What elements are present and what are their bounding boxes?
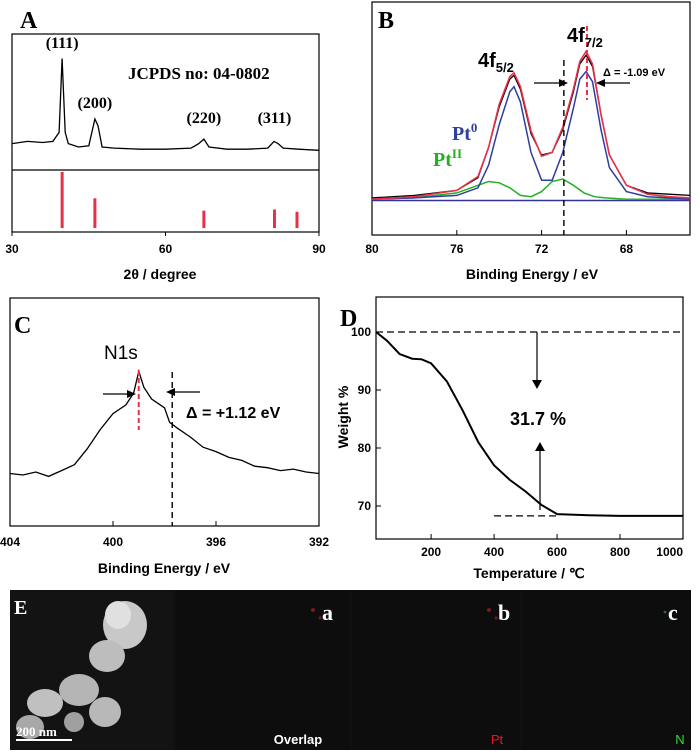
x-tick-label: 400	[103, 535, 123, 549]
subpanel-a-letter: a	[322, 600, 333, 625]
subpanel-b-letter: b	[498, 600, 510, 625]
panel-e: E 200 nm a b c Overlap Pt N	[10, 590, 691, 750]
y-tick-label: 100	[351, 325, 371, 339]
reference-sticks	[60, 172, 299, 228]
panel-a-xlabel: 2θ / degree	[124, 266, 197, 282]
jcpds-annotation: JCPDS no: 04-0802	[128, 64, 270, 83]
x-axis-ticks: 404 400 396 392	[0, 521, 329, 549]
panel-d: D 31.7 % 200 400 600 800 1000 70 80 90 100 Temp…	[335, 296, 684, 581]
tga-curve-line	[375, 331, 683, 517]
peak-label-4f52: 4f5/2	[478, 50, 514, 75]
shift-arrows	[103, 388, 200, 398]
panel-b-label: B	[378, 8, 394, 34]
x-tick-label: 68	[620, 242, 634, 256]
panel-c: C N1s Δ = +1.12 eV 404 400 396 392 Binding …	[0, 297, 329, 576]
peak-label: (200)	[78, 95, 113, 112]
panel-a-label: A	[20, 8, 38, 34]
y-tick-label: 70	[358, 499, 372, 513]
shift-label: Δ = +1.12 eV	[186, 405, 281, 422]
panel-a: A (111) (200) (220) (311) JCPDS no: 04-0802…	[5, 8, 326, 282]
panel-c-xlabel: Binding Energy / eV	[98, 560, 231, 576]
x-tick-label: 404	[0, 535, 20, 549]
peak-label: (111)	[46, 35, 79, 52]
x-axis-ticks: 30 60 90	[5, 232, 326, 256]
x-tick-label: 30	[5, 242, 19, 256]
subpanel-c-letter: c	[668, 600, 678, 625]
panel-c-frame	[9, 297, 320, 527]
x-tick-label: 396	[206, 535, 226, 549]
ptII-label: PtII	[433, 146, 462, 171]
x-tick-label: 90	[312, 242, 326, 256]
nanoparticle-clusters	[16, 601, 147, 739]
weight-loss-label: 31.7 %	[510, 409, 566, 429]
panel-c-label: C	[14, 313, 31, 339]
x-tick-label: 600	[547, 545, 567, 559]
y-tick-label: 90	[358, 383, 372, 397]
xrd-pattern-line	[11, 58, 320, 151]
x-tick-label: 60	[159, 242, 173, 256]
panel-d-label: D	[340, 306, 357, 332]
y-tick-label: 80	[358, 441, 372, 455]
panel-b-frame	[371, 1, 691, 236]
shift-arrows	[534, 79, 630, 87]
scale-bar-label: 200 nm	[16, 724, 57, 739]
peak-label-4f72: 4f7/2	[567, 25, 603, 50]
element-signal-dots	[311, 608, 667, 620]
envelope-fit-line	[371, 49, 691, 200]
n1s-spectrum-line	[9, 368, 320, 478]
x-axis-ticks: 80 76 72 68	[365, 230, 633, 256]
peak-labels: (111) (200) (220) (311)	[46, 35, 292, 127]
n-caption: N	[675, 732, 684, 747]
shift-label: Δ = -1.09 eV	[603, 67, 666, 79]
x-tick-label: 72	[535, 242, 549, 256]
x-tick-label: 800	[610, 545, 630, 559]
panel-d-frame	[375, 296, 684, 540]
panel-e-label: E	[14, 597, 27, 619]
n1s-label: N1s	[104, 343, 138, 364]
x-tick-label: 76	[450, 242, 464, 256]
pt0-component-line	[371, 70, 691, 200]
overlap-caption: Overlap	[274, 732, 322, 747]
y-axis-ticks: 70 80 90 100	[351, 325, 381, 513]
x-tick-label: 1000	[656, 545, 683, 559]
panel-d-xlabel: Temperature / ℃	[473, 565, 584, 581]
x-tick-label: 392	[309, 535, 329, 549]
x-tick-label: 200	[421, 545, 441, 559]
pt0-label: Pt0	[452, 120, 477, 145]
n-map	[523, 590, 691, 750]
panel-b: B Δ = -1.09 eV 4f5/2 4f7/2 Pt0 PtII 80 76…	[365, 1, 691, 282]
x-axis-ticks: 200 400 600 800 1000	[421, 534, 684, 559]
weight-loss-arrows	[532, 332, 545, 510]
x-tick-label: 400	[484, 545, 504, 559]
peak-label: (220)	[187, 110, 222, 127]
pt-caption: Pt	[491, 732, 504, 747]
panel-d-ylabel: Weight %	[335, 385, 351, 448]
peak-label: (311)	[258, 110, 292, 127]
x-tick-label: 80	[365, 242, 379, 256]
panel-b-xlabel: Binding Energy / eV	[466, 266, 599, 282]
pt-map	[352, 590, 520, 750]
